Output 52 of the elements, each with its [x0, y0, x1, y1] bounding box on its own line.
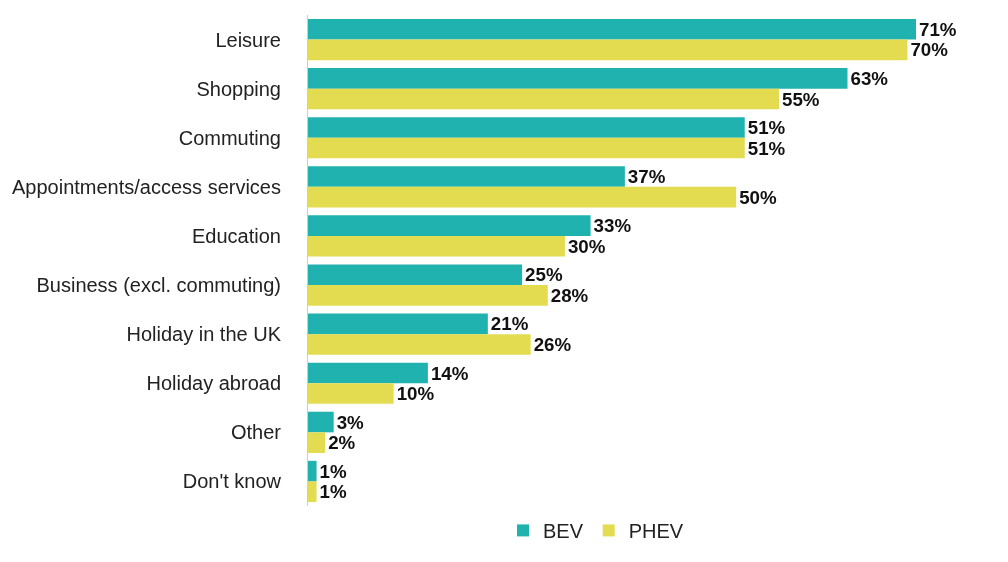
bar [308, 383, 394, 404]
data-label: 71% [919, 18, 957, 40]
data-label: 1% [319, 481, 347, 503]
bar [308, 186, 737, 208]
data-label: 26% [533, 334, 572, 356]
data-label: 63% [850, 67, 889, 89]
legend-label: BEV [543, 520, 584, 543]
bar [308, 68, 848, 89]
bar [308, 285, 548, 306]
y-tick-label: Business (excl. commuting) [36, 274, 281, 297]
data-label: 21% [490, 313, 529, 335]
bar [308, 264, 523, 286]
legend-label: PHEV [628, 520, 684, 543]
bar [308, 362, 428, 384]
data-label: 3% [336, 411, 365, 433]
y-tick-label: Holiday abroad [146, 372, 281, 395]
bar [308, 432, 326, 453]
data-label: 37% [627, 166, 666, 188]
data-label: 2% [328, 432, 356, 454]
data-label: 1% [319, 460, 347, 482]
data-label: 28% [550, 284, 589, 306]
data-label: 25% [525, 264, 563, 286]
data-label: 14% [430, 362, 469, 384]
y-tick-label: Other [230, 421, 282, 444]
bar [308, 137, 745, 159]
y-tick-label: Leisure [215, 28, 281, 51]
bar [308, 18, 916, 40]
y-tick-label: Shopping [196, 77, 281, 100]
y-tick-label: Commuting [178, 126, 281, 149]
bar [308, 88, 779, 110]
data-label: 50% [739, 186, 778, 208]
y-tick-label: Holiday in the UK [126, 323, 282, 346]
bar [308, 166, 625, 187]
data-label: 70% [910, 39, 949, 61]
bar [308, 460, 317, 482]
y-tick-label: Appointments/access services [11, 175, 281, 198]
y-tick-label: Education [192, 224, 281, 247]
bar [308, 117, 745, 138]
bar [308, 313, 488, 335]
bar [308, 481, 317, 503]
bar [308, 39, 908, 61]
data-label: 51% [747, 117, 786, 138]
bar [308, 411, 334, 433]
data-label: 30% [567, 235, 606, 257]
bar [308, 334, 531, 355]
bar [308, 235, 565, 257]
data-label: 51% [747, 137, 786, 159]
data-label: 10% [396, 383, 435, 405]
data-label: 33% [593, 215, 632, 237]
data-label: 55% [782, 88, 820, 110]
y-tick-label: Don't know [182, 470, 282, 493]
bar [308, 215, 591, 236]
